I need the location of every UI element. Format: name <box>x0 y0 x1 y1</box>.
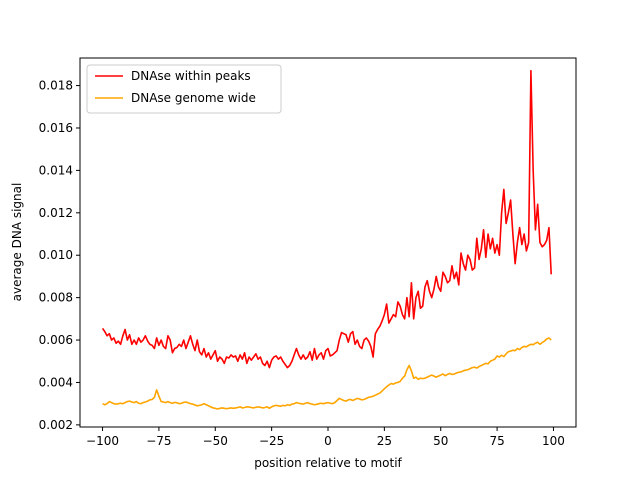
x-tick-label: 50 <box>433 434 448 448</box>
x-tick-label: 25 <box>377 434 392 448</box>
legend-box <box>86 64 282 114</box>
y-tick-label: 0.008 <box>39 291 73 305</box>
series-line-dnase-genome-wide <box>102 337 552 410</box>
x-tick-label: 75 <box>489 434 504 448</box>
y-axis-ticks: 0.002 0.004 0.006 0.008 0.010 0.012 0.014 0.016… <box>39 79 80 432</box>
x-tick-label: 100 <box>542 434 565 448</box>
x-tick-label: −25 <box>259 434 284 448</box>
y-tick-label: 0.018 <box>39 79 73 93</box>
y-tick-label: 0.010 <box>39 248 73 262</box>
legend: DNAse within peaks DNAse genome wide <box>86 64 282 114</box>
x-tick-label: −75 <box>146 434 171 448</box>
legend-label-dnase-within-peaks: DNAse within peaks <box>131 69 251 83</box>
y-tick-label: 0.012 <box>39 206 73 220</box>
y-tick-label: 0.016 <box>39 121 73 135</box>
legend-label-dnase-genome-wide: DNAse genome wide <box>131 91 256 105</box>
x-axis-label: position relative to motif <box>254 456 402 470</box>
x-axis-ticks: −100 −75 −50 −25 0 25 50 75 100 <box>86 427 565 448</box>
series-line-dnase-within-peaks <box>101 69 552 369</box>
series-layer <box>101 69 552 410</box>
y-axis-label: average DNA signal <box>10 183 24 302</box>
x-tick-label: 0 <box>324 434 332 448</box>
y-tick-label: 0.002 <box>39 418 73 432</box>
y-tick-label: 0.014 <box>39 163 73 177</box>
x-tick-label: −100 <box>86 434 119 448</box>
x-tick-label: −50 <box>203 434 228 448</box>
y-tick-label: 0.004 <box>39 375 73 389</box>
y-tick-label: 0.006 <box>39 333 73 347</box>
